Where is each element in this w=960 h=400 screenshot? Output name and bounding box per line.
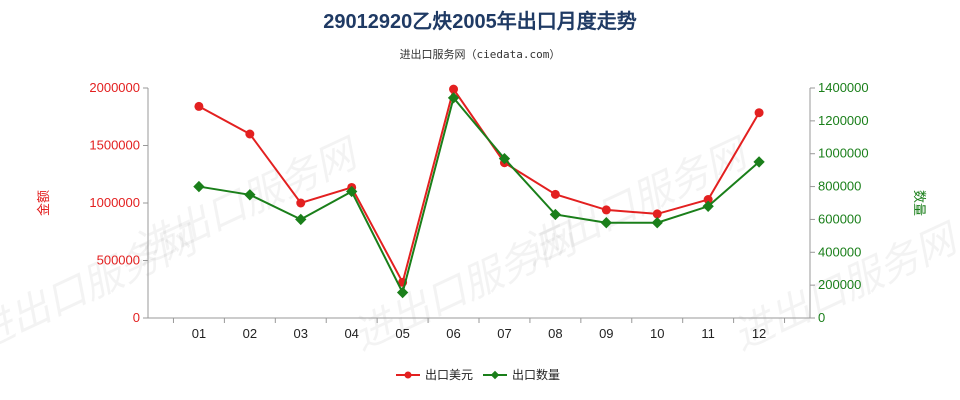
left-axis-ticks: 0 500000 1000000 1500000 2000000 <box>89 80 148 325</box>
x-tick-label: 10 <box>650 326 664 341</box>
series-export-qty <box>193 92 765 299</box>
chart-title: 29012920乙炔2005年出口月度走势 <box>323 9 636 33</box>
x-tick-label: 03 <box>294 326 308 341</box>
left-tick-label: 2000000 <box>89 80 140 95</box>
x-tick-label: 05 <box>395 326 409 341</box>
legend-label-export-usd: 出口美元 <box>425 368 473 382</box>
right-tick-label: 800000 <box>818 179 861 194</box>
data-point[interactable] <box>194 101 204 111</box>
data-point[interactable] <box>396 286 409 299</box>
watermark-layer: 进出口服务网进出口服务网进出口服务网进出口服务网进出口服务网 <box>0 130 960 360</box>
right-axis-title: 数量 <box>911 190 926 216</box>
data-point[interactable] <box>296 198 306 208</box>
legend-marker-export-usd <box>404 371 412 379</box>
x-tick-label: 07 <box>497 326 511 341</box>
data-point[interactable] <box>550 189 560 199</box>
data-point[interactable] <box>449 84 459 94</box>
data-point[interactable] <box>753 156 765 168</box>
right-tick-label: 1400000 <box>818 80 869 95</box>
x-axis-ticks: 01 02 03 04 05 06 07 08 09 10 11 12 <box>172 318 786 341</box>
x-tick-label: 12 <box>752 326 766 341</box>
left-tick-label: 1000000 <box>89 195 140 210</box>
data-point[interactable] <box>754 108 764 118</box>
legend-item-export-qty[interactable]: 出口数量 <box>483 367 560 382</box>
x-tick-label: 11 <box>701 326 715 341</box>
data-point[interactable] <box>651 217 663 229</box>
x-tick-label: 06 <box>446 326 460 341</box>
legend-label-export-qty: 出口数量 <box>512 367 560 382</box>
legend: 出口美元 出口数量 <box>396 367 560 382</box>
data-point[interactable] <box>193 180 205 193</box>
right-tick-label: 0 <box>818 310 825 325</box>
x-tick-label: 01 <box>192 326 206 341</box>
data-point[interactable] <box>295 213 307 226</box>
right-tick-label: 600000 <box>818 211 861 226</box>
legend-marker-export-qty <box>490 370 500 380</box>
right-tick-label: 1200000 <box>818 113 869 128</box>
right-tick-label: 200000 <box>818 277 861 292</box>
chart-subtitle: 进出口服务网（ciedata.com） <box>400 47 561 61</box>
series-line <box>198 95 760 296</box>
left-tick-label: 0 <box>133 310 140 325</box>
data-point[interactable] <box>245 129 255 139</box>
left-axis-title: 金额 <box>36 190 52 216</box>
right-axis-ticks: 0 200000 400000 600000 800000 1000000 1200000 1… <box>810 80 869 325</box>
legend-item-export-usd[interactable]: 出口美元 <box>396 368 473 382</box>
data-point[interactable] <box>549 208 562 221</box>
data-point[interactable] <box>652 209 662 219</box>
x-tick-label: 04 <box>344 326 358 341</box>
data-point[interactable] <box>498 152 511 165</box>
left-tick-label: 1500000 <box>89 138 140 153</box>
data-point[interactable] <box>346 185 358 198</box>
right-tick-label: 400000 <box>818 244 861 259</box>
series-line <box>198 86 760 286</box>
data-point[interactable] <box>244 189 256 201</box>
watermark-text: 进出口服务网 <box>0 215 208 360</box>
data-point[interactable] <box>702 200 714 212</box>
left-tick-label: 500000 <box>97 253 140 268</box>
x-tick-label: 09 <box>599 326 613 341</box>
data-point[interactable] <box>703 195 713 205</box>
x-tick-label: 02 <box>243 326 257 341</box>
series-layer <box>193 84 765 299</box>
data-point[interactable] <box>600 217 612 229</box>
right-tick-label: 1000000 <box>818 146 869 161</box>
series-export-usd <box>194 84 764 287</box>
x-tick-label: 08 <box>548 326 562 341</box>
data-point[interactable] <box>601 205 611 215</box>
